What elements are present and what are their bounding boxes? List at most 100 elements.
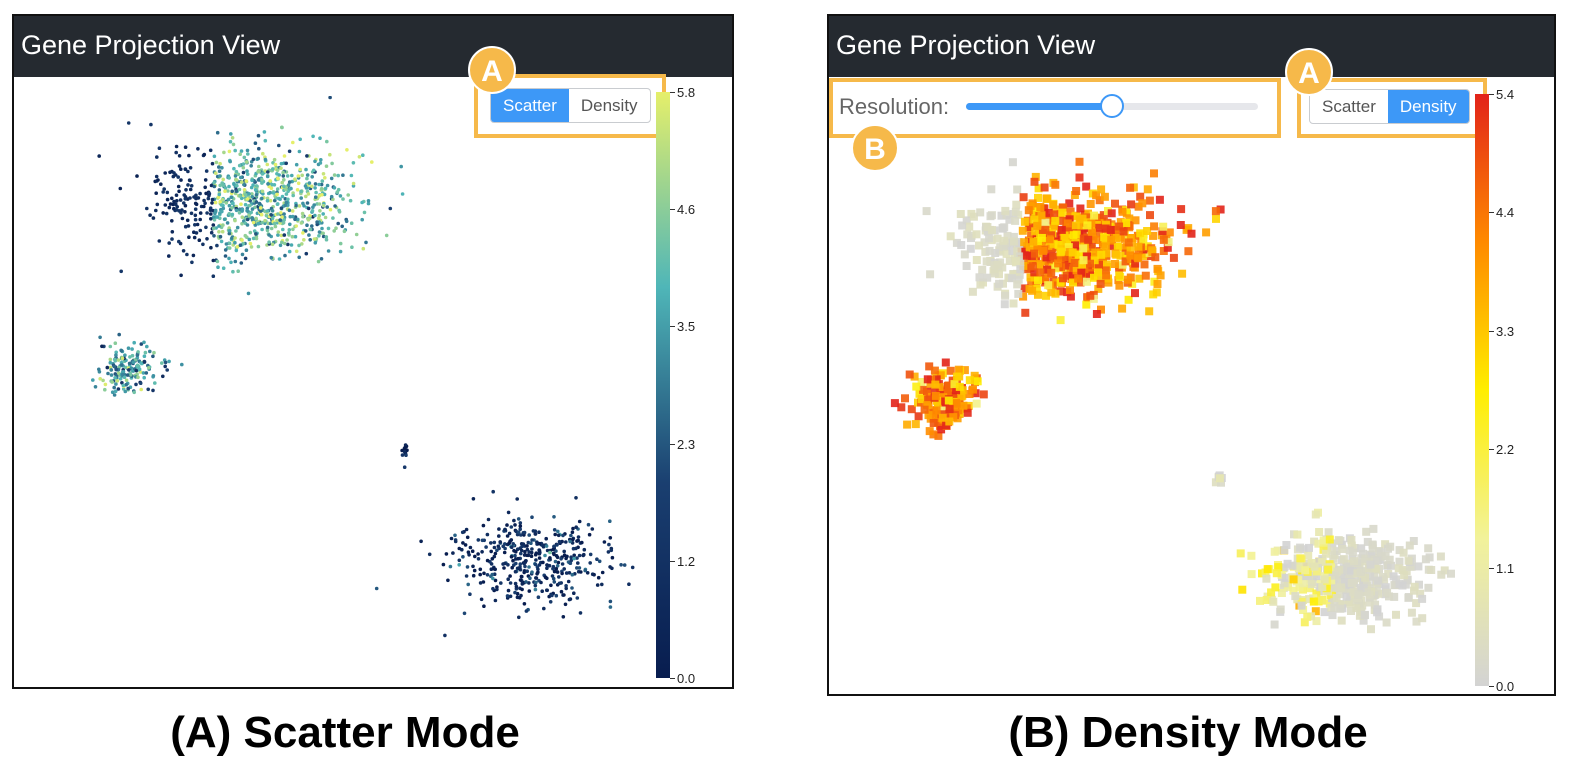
scatter-point <box>460 547 464 552</box>
scatter-point <box>210 161 215 166</box>
density-mode-button[interactable]: Density <box>580 96 638 115</box>
colorbar-tick-label: 3.3 <box>1496 323 1515 339</box>
scatter-point <box>609 548 614 553</box>
scatter-point <box>254 200 259 204</box>
density-cell <box>1187 229 1196 238</box>
density-cell <box>998 223 1007 232</box>
scatter-point <box>319 186 324 191</box>
scatter-point <box>176 175 180 179</box>
scatter-point <box>276 212 280 216</box>
scatter-point <box>146 387 150 392</box>
scatter-point <box>508 594 513 599</box>
density-cell <box>1042 253 1051 262</box>
density-cell <box>1009 237 1018 246</box>
scatter-point <box>286 183 291 187</box>
density-cell <box>958 221 967 230</box>
density-cell <box>1049 252 1058 261</box>
scatter-mode-button[interactable]: Scatter <box>1322 97 1376 116</box>
density-cell <box>941 358 950 367</box>
scatter-point <box>260 177 264 182</box>
scatter-point <box>256 178 261 182</box>
scatter-point <box>360 217 365 222</box>
scatter-point <box>492 567 496 571</box>
density-cell <box>1398 581 1407 590</box>
scatter-mode-button[interactable]: Scatter <box>491 89 569 122</box>
scatter-point <box>586 522 591 527</box>
scatter-point <box>402 450 407 454</box>
scatter-point <box>515 547 520 551</box>
scatter-point <box>331 216 335 220</box>
density-cell <box>1101 224 1110 233</box>
scatter-point <box>183 210 187 214</box>
resolution-slider-handle[interactable] <box>1100 94 1124 118</box>
density-cell <box>1362 577 1371 586</box>
scatter-point <box>260 220 264 225</box>
scatter-point <box>97 367 101 372</box>
scatter-point <box>180 362 184 367</box>
density-cell <box>990 269 999 278</box>
density-cell <box>1149 231 1158 240</box>
scatter-point <box>557 575 561 579</box>
scatter-point <box>183 224 188 229</box>
density-cell <box>978 265 987 274</box>
scatter-point <box>256 222 260 226</box>
density-cell <box>924 411 933 420</box>
scatter-point <box>188 196 192 200</box>
scatter-point <box>336 221 341 226</box>
density-cell <box>1066 207 1075 216</box>
density-cell <box>1296 543 1305 552</box>
scatter-point <box>209 217 213 221</box>
colorbar-tick-mark <box>1489 212 1494 214</box>
scatter-point <box>313 195 318 199</box>
density-cell <box>925 427 934 436</box>
scatter-point <box>197 238 202 242</box>
scatter-point <box>286 231 291 235</box>
scatter-point <box>307 181 312 185</box>
scatter-point <box>212 184 217 189</box>
scatter-point <box>276 176 280 181</box>
density-cell <box>1400 571 1409 580</box>
scatter-point <box>287 208 292 213</box>
scatter-point <box>289 186 293 191</box>
density-cell <box>1381 540 1390 549</box>
scatter-point <box>345 148 349 152</box>
scatter-point <box>600 582 604 587</box>
scatter-point <box>294 203 298 208</box>
scatter-point <box>577 519 582 524</box>
scatter-point <box>453 539 458 544</box>
scatter-plot[interactable] <box>44 96 644 656</box>
scatter-point <box>529 554 534 558</box>
scatter-point <box>400 453 405 457</box>
scatter-point <box>465 535 470 540</box>
scatter-point <box>630 565 635 570</box>
density-cell <box>1051 180 1060 189</box>
scatter-point <box>275 187 280 191</box>
scatter-point <box>566 579 571 584</box>
scatter-point <box>258 206 263 210</box>
colorbar-tick-label: 3.5 <box>677 319 696 335</box>
density-cell <box>1151 253 1160 262</box>
density-cell <box>1082 300 1091 309</box>
density-cell <box>1390 581 1399 590</box>
density-plot[interactable] <box>859 146 1459 666</box>
scatter-point <box>142 354 147 359</box>
scatter-point <box>163 364 167 369</box>
density-cell <box>923 375 932 384</box>
density-cell <box>903 420 912 429</box>
scatter-point <box>505 594 510 598</box>
density-cell <box>936 371 945 380</box>
scatter-point <box>470 549 475 553</box>
density-cell <box>973 377 982 386</box>
scatter-point <box>204 225 208 230</box>
density-mode-button[interactable]: Density <box>1387 90 1469 123</box>
scatter-point <box>249 164 253 168</box>
density-cell <box>1347 567 1356 576</box>
density-cell <box>1303 612 1312 621</box>
scatter-point <box>286 197 290 202</box>
scatter-point <box>287 180 292 184</box>
scatter-point <box>290 173 294 178</box>
scatter-point <box>221 266 226 270</box>
scatter-point <box>215 243 219 248</box>
scatter-point <box>224 201 229 205</box>
scatter-point <box>145 206 149 211</box>
